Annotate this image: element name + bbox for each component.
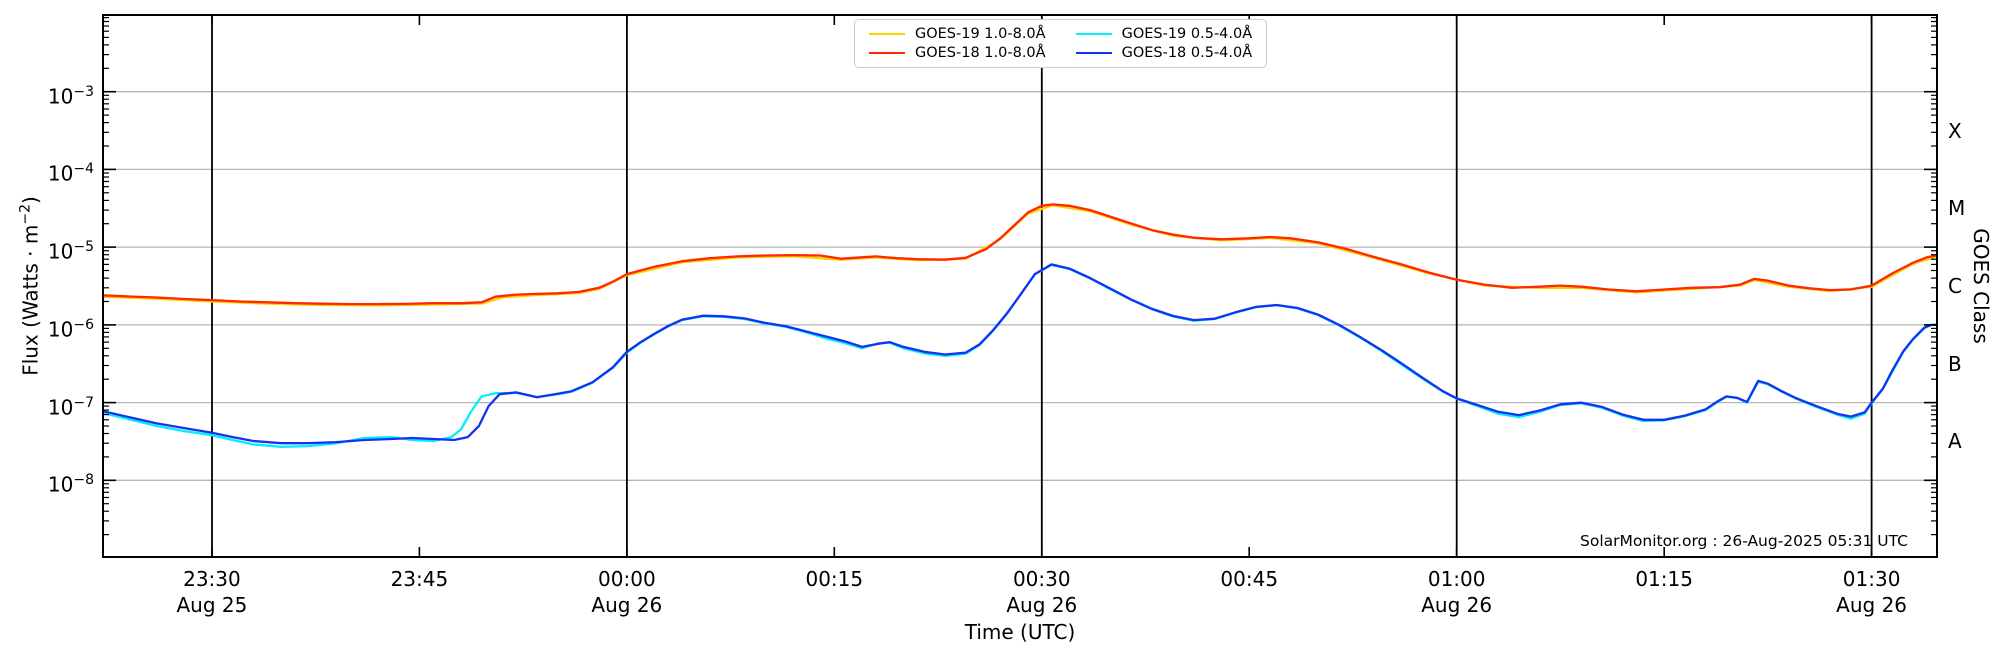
x-tick-time: 01:30 bbox=[1842, 567, 1901, 591]
x-tick-label: 01:00 Aug 26 bbox=[1377, 566, 1537, 618]
series-line bbox=[102, 203, 1938, 306]
x-axis-label: Time (UTC) bbox=[964, 620, 1076, 644]
x-tick-time: 00:00 bbox=[598, 567, 656, 591]
legend-label: GOES-19 0.5-4.0Å bbox=[1121, 26, 1253, 42]
legend-entry: GOES-18 0.5-4.0Å bbox=[1075, 45, 1253, 61]
legend-swatch bbox=[869, 32, 905, 36]
x-tick-time: 00:45 bbox=[1220, 567, 1279, 591]
legend-swatch bbox=[1075, 32, 1112, 36]
x-tick-time: 01:00 bbox=[1427, 567, 1486, 591]
x-tick-time: 23:30 bbox=[183, 567, 241, 591]
legend: GOES-19 1.0-8.0Å GOES-18 1.0-8.0Å GOES-19 … bbox=[854, 19, 1268, 68]
legend-label: GOES-19 1.0-8.0Å bbox=[915, 26, 1046, 42]
x-tick-label: 00:15 bbox=[754, 566, 914, 592]
x-tick-label: 23:30 Aug 25 bbox=[132, 566, 292, 618]
series-line bbox=[102, 263, 1938, 445]
y-axis-label-exponent: −2 bbox=[17, 204, 34, 225]
y-axis-label-text: Flux (Watts · m bbox=[18, 224, 43, 376]
y-tick-label: 10−3 bbox=[47, 83, 94, 109]
x-tick-date: Aug 26 bbox=[591, 593, 663, 617]
goes-class-label-b: B bbox=[1948, 351, 1962, 376]
plot-canvas bbox=[102, 14, 1938, 558]
plot-area: GOES-19 1.0-8.0Å GOES-18 1.0-8.0Å GOES-19 … bbox=[102, 14, 1938, 558]
x-tick-label: 00:30 Aug 26 bbox=[962, 566, 1122, 618]
x-tick-label: 01:30 Aug 26 bbox=[1792, 566, 1952, 618]
goes-class-label-m: M bbox=[1948, 196, 1966, 221]
plot-border bbox=[102, 14, 1938, 558]
goes-class-label-x: X bbox=[1948, 118, 1962, 143]
x-tick-time: 01:15 bbox=[1635, 567, 1693, 591]
legend-label: GOES-18 1.0-8.0Å bbox=[915, 45, 1046, 61]
legend-entry: GOES-19 1.0-8.0Å bbox=[869, 26, 1046, 42]
goes-class-label-c: C bbox=[1948, 274, 1962, 298]
x-tick-label: 01:15 bbox=[1584, 566, 1744, 592]
x-tick-label: 00:45 bbox=[1169, 566, 1329, 592]
x-tick-date: Aug 26 bbox=[1421, 593, 1493, 617]
x-tick-date: Aug 25 bbox=[176, 593, 248, 617]
y-tick-label: 10−4 bbox=[47, 161, 94, 187]
goes-class-label-a: A bbox=[1948, 429, 1962, 454]
x-tick-label: 00:00 Aug 26 bbox=[547, 566, 707, 618]
legend-swatch bbox=[1075, 51, 1112, 55]
x-tick-time: 23:45 bbox=[390, 567, 449, 591]
x-tick-time: 00:15 bbox=[805, 567, 864, 591]
x-tick-label: 23:45 bbox=[339, 566, 499, 592]
y-axis-label-close: ) bbox=[18, 196, 43, 205]
y-axis-label: Flux (Watts · m−2) bbox=[18, 196, 43, 376]
legend-entry: GOES-19 0.5-4.0Å bbox=[1075, 26, 1253, 42]
y-tick-label: 10−7 bbox=[47, 394, 94, 420]
y-tick-label: 10−6 bbox=[47, 316, 94, 342]
legend-label: GOES-18 0.5-4.0Å bbox=[1121, 45, 1253, 61]
legend-swatch bbox=[869, 51, 905, 55]
right-axis-label: GOES Class bbox=[1969, 228, 1993, 344]
y-tick-label: 10−5 bbox=[47, 239, 94, 264]
x-tick-date: Aug 26 bbox=[1836, 593, 1908, 617]
y-tick-label: 10−8 bbox=[47, 472, 94, 497]
x-tick-time: 00:30 bbox=[1012, 567, 1071, 591]
x-tick-date: Aug 26 bbox=[1006, 593, 1078, 617]
legend-entry: GOES-18 1.0-8.0Å bbox=[869, 45, 1046, 61]
watermark-text: SolarMonitor.org : 26-Aug-2025 05:31 UTC bbox=[1580, 532, 1908, 550]
